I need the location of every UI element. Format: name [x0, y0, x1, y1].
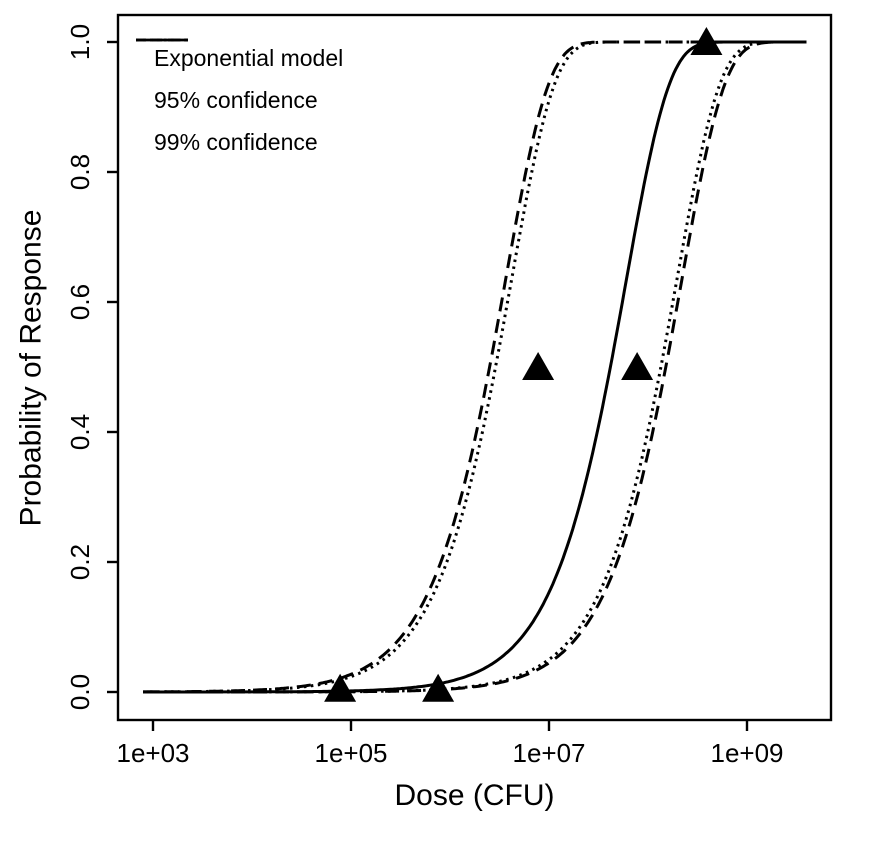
x-tick-label: 1e+05 — [314, 738, 387, 768]
y-tick-label: 0.8 — [65, 154, 95, 190]
data-point-triangle — [522, 352, 555, 380]
data-point-triangle — [621, 352, 654, 380]
x-tick-label: 1e+09 — [710, 738, 783, 768]
curve-95-confidence — [143, 40, 807, 694]
legend: Exponential model 95% confidence 99% confi… — [136, 37, 343, 163]
data-point-triangle — [422, 673, 455, 702]
legend-label: 95% confidence — [154, 86, 318, 113]
legend-row: 95% confidence — [136, 38, 343, 121]
y-axis-title: Probability of Response — [14, 209, 48, 527]
y-tick-label: 0.2 — [65, 544, 95, 580]
legend-row: 99% confidence — [136, 38, 343, 163]
y-tick-label: 0.6 — [65, 284, 95, 320]
x-axis-title: Dose (CFU) — [394, 779, 555, 812]
data-point-triangle — [324, 673, 357, 702]
data-point-triangle — [690, 27, 723, 55]
legend-label: Exponential model — [154, 44, 344, 71]
x-tick-label: 1e+03 — [116, 738, 189, 768]
y-tick-label: 0.4 — [65, 414, 95, 450]
legend-line-sample-dashed — [136, 38, 188, 42]
plot-border — [116, 13, 833, 722]
y-tick-label: 0.0 — [65, 674, 95, 710]
x-tick-label: 1e+07 — [512, 738, 585, 768]
legend-label: 99% confidence — [154, 128, 318, 155]
y-tick-label: 1.0 — [65, 24, 95, 60]
legend-row: Exponential model — [136, 37, 343, 79]
